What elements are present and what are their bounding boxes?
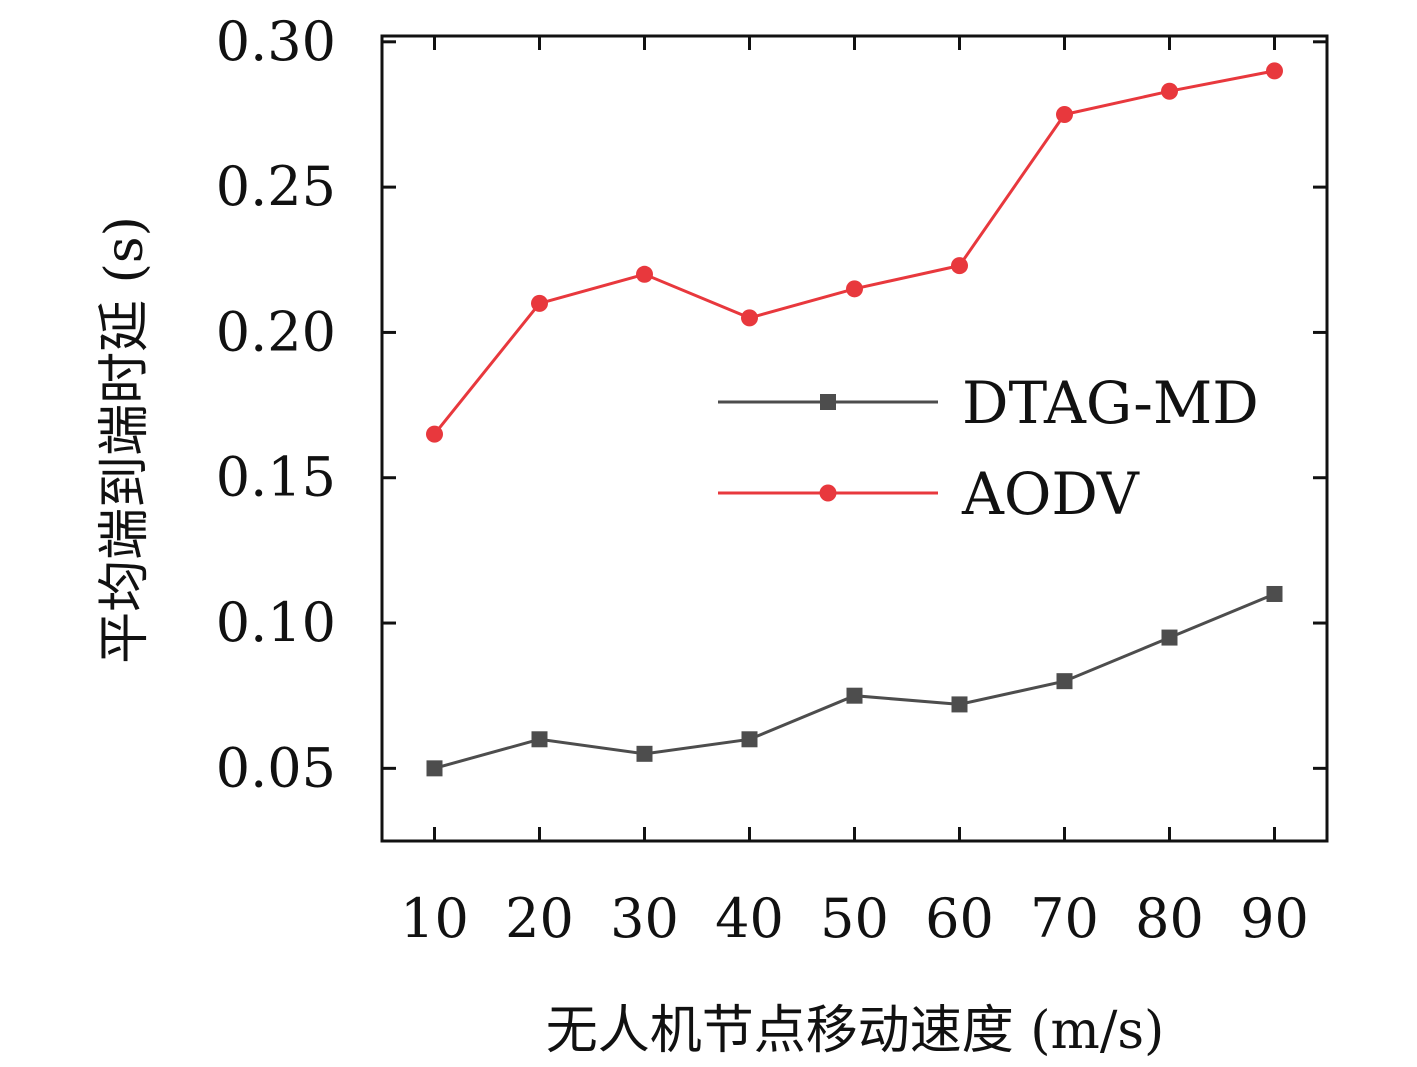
y-tick-labels: 0.05 0.10 0.15 0.20 0.25 0.30 xyxy=(216,10,336,800)
data-point-aodv xyxy=(846,280,863,298)
plot-frame xyxy=(380,34,1329,843)
data-point-dtag-md xyxy=(951,696,968,713)
series-line-dtag-md xyxy=(434,592,1276,770)
legend-label-aodv: AODV xyxy=(961,460,1140,528)
data-point-dtag-md xyxy=(426,760,443,777)
data-point-aodv xyxy=(951,257,968,275)
data-point-aodv xyxy=(1161,82,1178,100)
series-layer xyxy=(426,62,1283,777)
data-point-dtag-md xyxy=(636,745,653,762)
x-tick-label: 20 xyxy=(505,887,574,950)
y-tick-label: 0.15 xyxy=(216,446,336,509)
x-tick-label: 60 xyxy=(925,887,994,950)
y-axis-title: 平均端到端时延 (s) xyxy=(95,216,155,664)
data-point-dtag-md xyxy=(1266,585,1283,602)
x-tick-label: 10 xyxy=(400,887,469,950)
data-point-dtag-md xyxy=(531,731,548,748)
data-point-dtag-md xyxy=(1056,673,1073,690)
x-tick-label: 70 xyxy=(1030,887,1099,950)
x-tick-label: 80 xyxy=(1135,887,1204,950)
axis-ticks xyxy=(382,36,1327,841)
x-axis-title: 无人机节点移动速度 (m/s) xyxy=(546,1001,1165,1061)
x-tick-label: 50 xyxy=(820,887,889,950)
legend-marker-aodv xyxy=(819,484,837,502)
data-point-aodv xyxy=(531,294,548,312)
data-point-dtag-md xyxy=(1161,629,1178,646)
legend: DTAG-MD AODV xyxy=(718,369,1259,528)
y-tick-label: 0.30 xyxy=(216,10,336,73)
data-point-aodv xyxy=(426,425,443,443)
x-tick-labels: 10 20 30 40 50 60 70 80 90 xyxy=(400,887,1309,950)
x-tick-label: 40 xyxy=(715,887,784,950)
x-tick-label: 90 xyxy=(1240,887,1309,950)
data-point-aodv xyxy=(741,309,758,327)
y-tick-label: 0.10 xyxy=(216,591,336,654)
data-point-aodv xyxy=(636,265,653,283)
y-tick-label: 0.05 xyxy=(216,736,336,799)
data-point-dtag-md xyxy=(846,687,863,704)
data-point-aodv xyxy=(1056,105,1073,123)
data-point-aodv xyxy=(1266,62,1283,80)
legend-label-dtag-md: DTAG-MD xyxy=(962,369,1259,437)
data-point-dtag-md xyxy=(741,731,758,748)
legend-marker-dtag-md xyxy=(820,394,836,410)
x-tick-label: 30 xyxy=(610,887,679,950)
y-tick-label: 0.20 xyxy=(216,300,336,363)
y-tick-label: 0.25 xyxy=(216,155,336,218)
